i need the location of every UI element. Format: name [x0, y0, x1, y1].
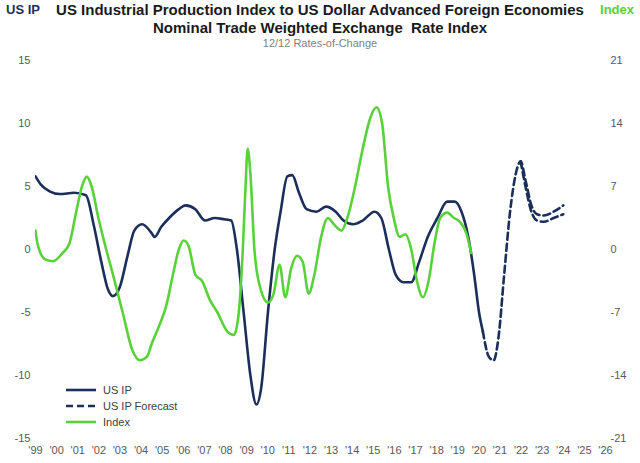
- svg-text:-5: -5: [21, 306, 31, 318]
- svg-text:'01: '01: [71, 444, 85, 456]
- svg-text:'08: '08: [218, 444, 232, 456]
- svg-text:'00: '00: [49, 444, 63, 456]
- svg-text:'04: '04: [134, 444, 148, 456]
- svg-text:'05: '05: [155, 444, 169, 456]
- svg-text:'12: '12: [303, 444, 317, 456]
- html-text:US Industrial Production Index: US Industrial Production Index to US Dol…: [56, 1, 584, 36]
- svg-text:'03: '03: [113, 444, 127, 456]
- html-text:US IP Forecast: US IP Forecast: [103, 400, 178, 412]
- svg-text:'23: '23: [535, 444, 549, 456]
- svg-text:'06: '06: [176, 444, 190, 456]
- html-text:US IP: US IP: [6, 2, 40, 17]
- svg-text:'24: '24: [556, 444, 570, 456]
- svg-text:'99: '99: [28, 444, 42, 456]
- svg-text:-14: -14: [611, 369, 627, 381]
- svg-text:15: 15: [18, 54, 30, 66]
- svg-text:'17: '17: [408, 444, 422, 456]
- html-text:12/12 Rates-of-Change: 12/12 Rates-of-Change: [262, 37, 378, 49]
- svg-text:'10: '10: [261, 444, 275, 456]
- svg-text:7: 7: [611, 180, 617, 192]
- svg-text:'18: '18: [429, 444, 443, 456]
- svg-text:'02: '02: [92, 444, 106, 456]
- html-text:Index: Index: [103, 416, 130, 428]
- svg-text:0: 0: [24, 243, 30, 255]
- svg-text:'16: '16: [387, 444, 401, 456]
- svg-text:'19: '19: [451, 444, 465, 456]
- svg-text:-21: -21: [611, 432, 627, 444]
- svg-text:'20: '20: [472, 444, 486, 456]
- svg-text:'09: '09: [239, 444, 253, 456]
- html-text:Index: Index: [600, 2, 634, 17]
- svg-text:'26: '26: [598, 444, 612, 456]
- svg-text:-10: -10: [15, 369, 31, 381]
- html-text:US IP: US IP: [103, 384, 132, 396]
- svg-text:'15: '15: [366, 444, 380, 456]
- svg-text:0: 0: [611, 243, 617, 255]
- svg-text:'21: '21: [493, 444, 507, 456]
- svg-text:'13: '13: [324, 444, 338, 456]
- svg-text:21: 21: [611, 54, 623, 66]
- svg-text:-15: -15: [15, 432, 31, 444]
- svg-text:'14: '14: [345, 444, 359, 456]
- svg-text:'25: '25: [577, 444, 591, 456]
- svg-text:-7: -7: [611, 306, 621, 318]
- svg-text:'11: '11: [282, 444, 296, 456]
- svg-text:5: 5: [24, 180, 30, 192]
- svg-text:10: 10: [18, 117, 30, 129]
- svg-text:'22: '22: [514, 444, 528, 456]
- svg-text:'07: '07: [197, 444, 211, 456]
- svg-text:14: 14: [611, 117, 623, 129]
